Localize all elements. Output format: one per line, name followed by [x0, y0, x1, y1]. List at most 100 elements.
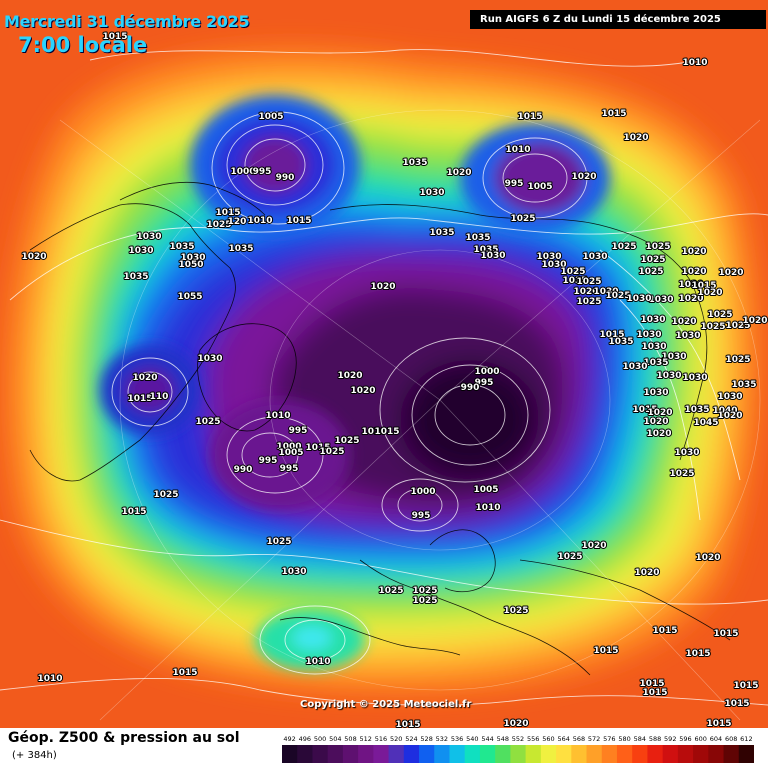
scale-swatch [677, 745, 694, 763]
copyright-notice: Copyright © 2025 Meteociel.fr [300, 699, 472, 710]
isobar-label: 1035 [473, 245, 498, 255]
isobar-label: 1025 [334, 436, 359, 446]
isobar-label: 1015 [632, 405, 657, 415]
isobar-label: 1015 [127, 394, 152, 404]
isobar-label: 1010 [305, 657, 330, 667]
isobar-label: 1025 [503, 606, 528, 616]
isobar-label: 995 [505, 179, 524, 189]
isobar-label: 1020 [571, 172, 596, 182]
isobar-label: 1030 [593, 287, 618, 297]
isobar-label: 1030 [480, 251, 505, 261]
isobar-line [0, 519, 768, 605]
isobar-label: 1030 [626, 294, 651, 304]
isobar-label: 1030 [281, 567, 306, 577]
isobar-label: 1015 [642, 688, 667, 698]
isobar-label: 1035 [228, 244, 253, 254]
scale-value-label: 604 [710, 735, 722, 743]
isobar-label: 1025 [611, 242, 636, 252]
isobar-label: 1025 [153, 490, 178, 500]
isobar-label: 1015 [121, 507, 146, 517]
isobar-label: 1030 [582, 252, 607, 262]
isobar-label: 1020 [350, 386, 375, 396]
isobar-label: 1020 [647, 408, 672, 418]
isobar-label: 1015 [639, 679, 664, 689]
scale-value-label: 520 [390, 735, 402, 743]
isobar-label: 1035 [169, 242, 194, 252]
scale-swatch [282, 745, 298, 763]
scale-swatch [586, 745, 603, 763]
isobar-label: 1020 [337, 371, 362, 381]
scale-value-label: 608 [725, 735, 737, 743]
coast-eurasia [329, 204, 708, 461]
isobar-label: 1010 [682, 58, 707, 68]
isobar-line [599, 249, 741, 481]
isobar-label: 1005 [258, 112, 283, 122]
scale-swatch [449, 745, 466, 763]
scale-swatch [510, 745, 527, 763]
model-run-label: Run AIGFS 6 Z du Lundi 15 décembre 2025 [470, 10, 766, 29]
low-aleutian-core [243, 137, 307, 193]
isobar-label: 1025 [700, 322, 725, 332]
forecast-time: 7:00 locale [18, 33, 148, 57]
isobar-label: 1030 [636, 330, 661, 340]
isobar-label: 1020 [681, 247, 706, 257]
isobar-label: 1030 [128, 246, 153, 256]
isobar-line [619, 299, 701, 521]
isobar-label: 1030 [640, 315, 665, 325]
isobar-label: 1030 [197, 354, 222, 364]
isobar-label: 1025 [510, 214, 535, 224]
scale-swatch [723, 745, 740, 763]
legend-title: Géop. Z500 & pression au sol [8, 730, 240, 746]
isobar-label: 1005 [278, 448, 303, 458]
scale-value-label: 524 [405, 735, 417, 743]
isobar-label: 1000 [230, 167, 255, 177]
scale-swatch [540, 745, 557, 763]
isobar-label: 1020 [634, 568, 659, 578]
isobar-label: 1015 [102, 32, 127, 42]
isobar-label: 995 [412, 511, 431, 521]
scale-swatch [297, 745, 313, 763]
scale-swatch [388, 745, 405, 763]
isobar-label: 1025 [638, 267, 663, 277]
isobar-label: 1025 [412, 596, 437, 606]
isobar-label: 995 [253, 167, 272, 177]
isobar-label: 1020 [681, 267, 706, 277]
isobar-label: 995 [289, 426, 308, 436]
isobar-label: 1005 [527, 182, 552, 192]
isobar-line [0, 678, 768, 706]
isobar-label: 1010 [475, 503, 500, 513]
scale-swatch [403, 745, 420, 763]
isobar-ring [111, 357, 189, 427]
coast-scandinavia [429, 529, 496, 593]
isobar-label: 1015 [172, 668, 197, 678]
scale-swatch [327, 745, 344, 763]
scale-value-label: 552 [512, 735, 524, 743]
isobar-label: 1015 [374, 427, 399, 437]
scale-swatch [601, 745, 618, 763]
scale-value-label: 568 [573, 735, 585, 743]
isobar-label: 1015 [652, 626, 677, 636]
isobar-ring [411, 364, 529, 466]
isobar-label: 1020 [573, 287, 598, 297]
scale-value-label: 572 [588, 735, 600, 743]
low-atlantic [210, 400, 350, 510]
scale-swatch [434, 745, 450, 763]
isobar-label: 995 [475, 378, 494, 388]
isobar-ring [241, 432, 299, 478]
scale-value-label: 540 [466, 735, 478, 743]
isobar-label: 1020 [503, 719, 528, 728]
isobar-label: 110 [150, 392, 169, 402]
scale-swatch [419, 745, 435, 763]
isobar-label: 1035 [643, 358, 668, 368]
isobar-label: 1030 [136, 232, 161, 242]
isobar-label: 1025 [576, 277, 601, 287]
isobar-ring [482, 137, 588, 219]
isobar-label: 1015 [593, 646, 618, 656]
scale-value-label: 600 [694, 735, 706, 743]
scale-swatch [358, 745, 374, 763]
isobar-label: 1030 [675, 331, 700, 341]
isobar-ring [381, 478, 459, 532]
isobar-ring [259, 605, 371, 675]
scale-swatch [373, 745, 390, 763]
